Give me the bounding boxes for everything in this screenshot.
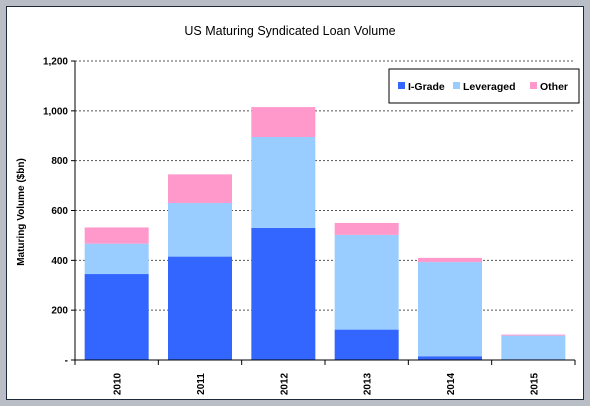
x-tick-label: 2010 [113, 372, 124, 395]
bar-other-2014 [418, 257, 482, 263]
bar-i-grade-2012 [251, 227, 316, 360]
y-tick-label: 600 [51, 206, 68, 217]
bar-i-grade-2011 [168, 256, 232, 360]
bar-other-2015 [501, 334, 566, 336]
x-tick-label: 2015 [529, 372, 540, 395]
x-tick-label: 2012 [279, 372, 290, 395]
gridlines [75, 60, 575, 311]
y-tick-labels: - 200 400 600 800 1,000 1,200 [43, 57, 68, 367]
legend-swatch-other [530, 82, 537, 89]
bar-i-grade-2014 [418, 356, 482, 360]
legend-label-i-grade: I-Grade [408, 81, 445, 93]
y-tick-label: 400 [51, 256, 68, 267]
y-tick-label: 1,000 [43, 106, 68, 117]
bar-other-2010 [84, 227, 149, 244]
bar-leveraged-2015 [501, 335, 566, 360]
legend-swatch-i-grade [398, 82, 405, 89]
bar-leveraged-2012 [251, 136, 316, 228]
bar-leveraged-2014 [418, 262, 482, 357]
bar-i-grade-2010 [84, 274, 149, 360]
y-tick-label: 800 [51, 156, 68, 167]
y-tick-label: - [65, 356, 68, 367]
bar-other-2011 [168, 174, 232, 204]
legend-box [388, 68, 580, 104]
x-tick-label: 2011 [196, 373, 207, 395]
axes [71, 60, 576, 365]
chart-panel: US Maturing Syndicated Loan Volume Matur… [6, 6, 584, 400]
chart-title: US Maturing Syndicated Loan Volume [184, 24, 395, 38]
bar-other-2013 [334, 222, 399, 235]
legend-label-other: Other [540, 81, 568, 93]
bar-i-grade-2013 [334, 329, 399, 360]
stacked-bar-chart: US Maturing Syndicated Loan Volume Matur… [16, 24, 580, 395]
legend-swatch-leveraged [453, 82, 460, 89]
y-axis-label: Maturing Volume ($bn) [16, 158, 27, 266]
x-tick-label: 2014 [446, 372, 457, 395]
x-tick-label: 2013 [363, 372, 374, 395]
bars [84, 107, 566, 360]
legend-label-leveraged: Leveraged [463, 81, 516, 93]
bar-leveraged-2011 [168, 203, 232, 257]
bar-other-2012 [251, 107, 316, 137]
y-tick-label: 1,200 [43, 57, 68, 68]
bar-leveraged-2010 [84, 243, 149, 275]
bar-leveraged-2013 [334, 234, 399, 330]
legend: I-Grade Leveraged Other [388, 68, 580, 104]
x-tick-labels: 2010 2011 2012 2013 2014 2015 [113, 372, 541, 395]
y-tick-label: 200 [51, 306, 68, 317]
